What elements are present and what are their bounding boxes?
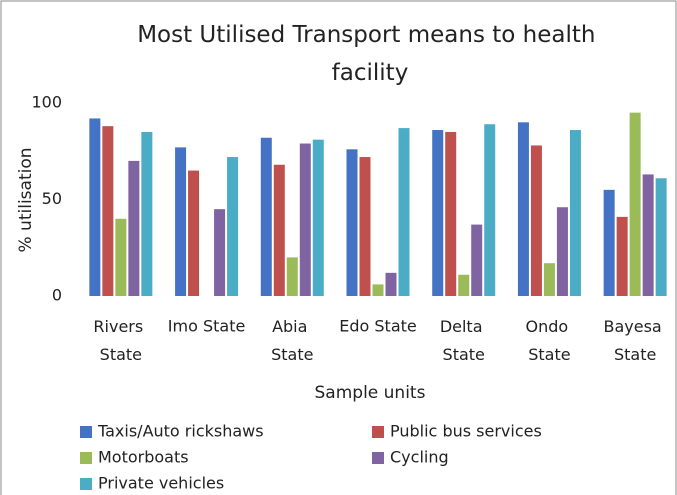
bar [616, 216, 628, 296]
bar [227, 157, 239, 296]
legend-label: Public bus services [390, 422, 542, 441]
chart-title: Most Utilised Transport means to health … [137, 22, 603, 86]
bar [188, 170, 200, 296]
bar [273, 164, 285, 296]
bar [642, 174, 654, 296]
legend-label: Taxis/Auto rickshaws [97, 422, 264, 441]
bar [359, 157, 371, 296]
bar [372, 284, 384, 296]
bar [445, 131, 457, 296]
legend-label: Cycling [390, 448, 449, 467]
legend-swatch [80, 452, 92, 464]
bar [214, 209, 226, 296]
bar [629, 112, 641, 297]
x-axis-label: Sample units [315, 383, 426, 403]
x-tick-label: Rivers State [93, 317, 148, 364]
legend-swatch [80, 478, 92, 490]
bar [517, 122, 529, 296]
bar [89, 118, 101, 296]
bar [458, 274, 470, 296]
x-tick-label: Bayesa State [603, 317, 666, 364]
bar [471, 224, 483, 296]
legend-label: Private vehicles [98, 474, 224, 493]
y-tick-label: 50 [42, 189, 62, 208]
legend-swatch [80, 426, 92, 438]
bar [299, 143, 311, 296]
bar [543, 263, 555, 296]
x-tick-label: Edo State [339, 317, 417, 336]
bar [175, 147, 187, 296]
bar [484, 124, 496, 296]
bar [286, 257, 298, 296]
bar [141, 131, 153, 296]
bar [398, 128, 410, 296]
legend-swatch [372, 452, 384, 464]
bar [603, 189, 615, 296]
bar [312, 139, 324, 296]
bar [530, 145, 542, 296]
bar [655, 178, 667, 296]
x-tick-label: Delta State [440, 317, 488, 364]
y-tick-label: 100 [31, 93, 62, 112]
legend-swatch [372, 426, 384, 438]
x-tick-label: Imo State [168, 317, 246, 336]
y-tick-label: 0 [52, 286, 62, 305]
bar [128, 160, 140, 296]
x-tick-label: Abia State [271, 317, 313, 364]
bar [556, 207, 568, 296]
y-axis-label: % utilisation [16, 147, 36, 252]
legend-label: Motorboats [98, 448, 189, 467]
bar [115, 218, 127, 296]
bar [569, 130, 581, 296]
bar [260, 137, 272, 296]
bar [432, 130, 444, 296]
bar [346, 149, 358, 296]
bar [102, 126, 114, 296]
bar [385, 272, 397, 296]
x-tick-label: Ondo State [526, 317, 574, 364]
